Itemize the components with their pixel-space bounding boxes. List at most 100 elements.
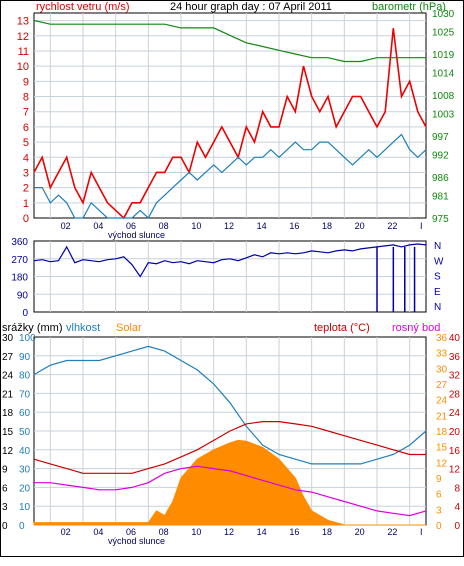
x-tick-label: 18 — [322, 221, 332, 231]
temperature-tick: 0 — [454, 521, 460, 532]
humidity-tick: 50 — [19, 427, 31, 438]
x-tick-label: 20 — [355, 221, 365, 231]
series-rosný bod — [34, 465, 427, 517]
rain-axis-label: srážky (mm) — [2, 322, 63, 334]
pressure-tick: 986 — [432, 173, 449, 184]
series-wind — [34, 133, 427, 219]
x-tick-label: 14 — [257, 221, 267, 231]
humidity-tick: 70 — [19, 389, 31, 400]
solar-tick: 36 — [436, 333, 448, 344]
pressure-tick: 992 — [432, 151, 449, 162]
rain-tick: 9 — [2, 465, 8, 476]
temperature-tick: 20 — [449, 427, 461, 438]
wind-x-tick-labels: 02 04 06 08 10 12 14 16 18 20 22 I — [61, 221, 423, 231]
solar-tick: 24 — [436, 396, 448, 407]
x-tick-label: 18 — [322, 527, 332, 537]
pressure-tick: 1030 — [432, 9, 455, 20]
dewpoint-axis-label: rosný bod — [392, 322, 440, 334]
rain-tick: 6 — [2, 483, 8, 494]
x-tick-label: 14 — [257, 527, 267, 537]
humidity-tick: 80 — [19, 371, 31, 382]
rain-tick: 3 — [2, 502, 8, 513]
humidity-tick: 60 — [19, 408, 31, 419]
humidity-tick-labels: 0 10 20 30 40 50 60 70 80 90 100 — [19, 333, 36, 532]
rain-tick: 21 — [2, 389, 14, 400]
wind-speed-tick: 3 — [23, 167, 29, 179]
barometer-axis-label: barometr (hPa) — [372, 1, 446, 13]
wind-plot-series — [33, 19, 427, 220]
series-pressure — [33, 19, 426, 63]
pressure-tick: 1003 — [432, 110, 455, 121]
rain-tick: 15 — [2, 427, 14, 438]
x-tick-label: 06 — [126, 527, 136, 537]
x-tick-label: 22 — [387, 527, 397, 537]
series-direction — [33, 243, 427, 278]
humidity-tick: 40 — [19, 446, 31, 457]
wind-speed-tick: 11 — [18, 46, 29, 58]
solar-tick: 0 — [436, 521, 442, 532]
wind-speed-tick: 7 — [23, 107, 29, 119]
humidity-tick: 100 — [19, 333, 36, 344]
wind-speed-tick: 1 — [23, 198, 29, 210]
solar-tick: 6 — [436, 490, 442, 501]
x-tick-label: 02 — [61, 527, 71, 537]
series-solar-area — [33, 439, 426, 526]
humidity-tick: 30 — [19, 465, 31, 476]
x-tick-label: 06 — [126, 221, 136, 231]
x-tick-label: 04 — [93, 221, 103, 231]
series-teplota — [33, 421, 426, 474]
temperature-tick: 40 — [449, 333, 461, 344]
x-tick-label: 08 — [159, 527, 169, 537]
rain-tick: 12 — [2, 446, 14, 457]
x-tick-label: 02 — [61, 221, 71, 231]
direction-tick: 360 — [11, 237, 28, 248]
compass-tick: W — [434, 256, 444, 267]
wind-speed-axis-label: rychlost vetru (m/s) — [36, 1, 130, 13]
temperature-tick: 32 — [449, 371, 461, 382]
x-tick-label: 04 — [93, 527, 103, 537]
wind-speed-tick: 10 — [17, 61, 29, 73]
direction-tick: 90 — [17, 290, 29, 301]
wind-speed-tick: 13 — [17, 16, 29, 28]
temperature-tick: 16 — [449, 446, 461, 457]
solar-axis-label: Solar — [116, 322, 142, 334]
climate-plot-series — [33, 345, 427, 526]
direction-plot-series — [33, 243, 427, 312]
compass-tick: N — [434, 302, 441, 313]
direction-tick: 180 — [11, 273, 28, 284]
wind-speed-tick: 12 — [17, 31, 29, 43]
solar-tick: 30 — [436, 364, 448, 375]
x-tick-label: I — [420, 527, 423, 537]
rain-tick: 18 — [2, 408, 14, 419]
sunrise-label-bottom: východ slunce — [108, 536, 165, 546]
solar-tick: 33 — [436, 349, 448, 360]
humidity-tick: 0 — [19, 521, 25, 532]
solar-tick: 15 — [436, 443, 448, 454]
pressure-tick: 1014 — [432, 69, 455, 80]
x-tick-label: 16 — [289, 527, 299, 537]
temperature-tick: 36 — [449, 352, 461, 363]
temperature-tick: 4 — [454, 502, 460, 513]
x-tick-label: 08 — [159, 221, 169, 231]
pressure-tick: 1025 — [432, 28, 455, 39]
direction-degree-labels: 360 270 180 90 0 — [11, 237, 28, 319]
direction-tick: 270 — [11, 255, 28, 266]
temperature-tick: 24 — [449, 408, 461, 419]
temperature-tick: 28 — [449, 389, 461, 400]
pressure-tick: 1008 — [432, 91, 455, 102]
pressure-tick: 997 — [432, 132, 449, 143]
humidity-axis-label: vlhkost — [66, 322, 100, 334]
x-tick-label: 16 — [289, 221, 299, 231]
pressure-tick: 975 — [432, 214, 449, 225]
pressure-tick: 981 — [432, 192, 449, 203]
series-gust — [33, 28, 427, 220]
solar-tick: 9 — [436, 474, 442, 485]
humidity-tick: 90 — [19, 352, 31, 363]
solar-tick: 12 — [436, 458, 448, 469]
solar-tick: 18 — [436, 427, 448, 438]
rain-tick: 0 — [2, 521, 8, 532]
